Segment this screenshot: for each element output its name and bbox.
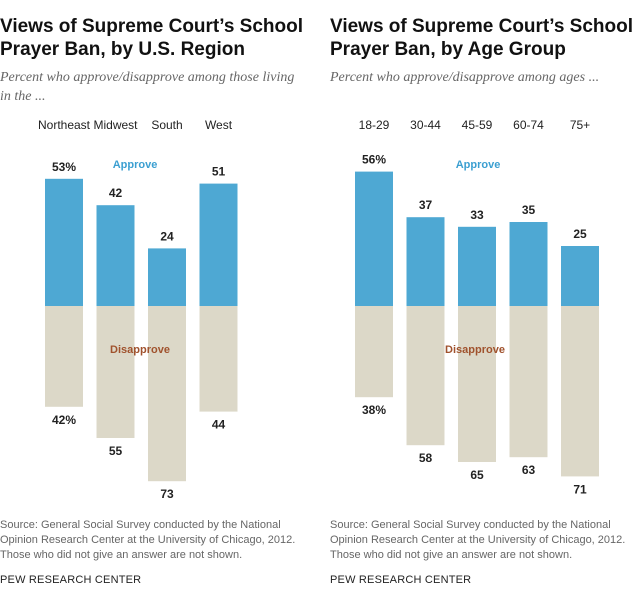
category-label: 30-44 (410, 118, 441, 132)
category-label: 60-74 (513, 118, 544, 132)
disapprove-bar (45, 306, 83, 407)
disapprove-bar (406, 306, 445, 446)
approve-series-label: Approve (456, 159, 501, 171)
region-chart-panel: Views of Supreme Court’s School Prayer B… (0, 0, 310, 606)
org-credit: PEW RESEARCH CENTER (0, 574, 142, 586)
org-credit: PEW RESEARCH CENTER (330, 574, 472, 586)
chart-title: Views of Supreme Court’s School Prayer B… (330, 16, 634, 60)
approve-value-label: 37 (419, 198, 433, 212)
source-note: Source: General Social Survey conducted … (0, 519, 296, 561)
approve-bar (96, 205, 135, 306)
approve-value-label: 24 (160, 229, 174, 243)
category-label: 18-29 (359, 118, 390, 132)
disapprove-bar (96, 306, 135, 438)
disapprove-bar (148, 306, 186, 482)
approve-series-label: Approve (113, 159, 158, 171)
disapprove-value-label: 38% (362, 403, 386, 417)
age-chart-panel: Views of Supreme Court’s School Prayer B… (330, 0, 640, 606)
approve-bar (458, 226, 496, 306)
disapprove-series-label: Disapprove (445, 344, 505, 356)
disapprove-value-label: 44 (212, 418, 226, 432)
approve-value-label: 35 (522, 203, 536, 217)
category-label: 45-59 (462, 118, 493, 132)
category-label: West (205, 118, 233, 132)
region-bar-chart: Northeast 53% 42% Midwest 42 55 South 24 73 West 5… (38, 118, 238, 501)
disapprove-value-label: 71 (573, 482, 587, 496)
chart-title: Views of Supreme Court’s School Prayer B… (0, 16, 304, 60)
disapprove-bar (199, 306, 238, 412)
approve-value-label: 25 (573, 227, 587, 241)
disapprove-value-label: 63 (522, 463, 536, 477)
category-label: South (151, 118, 182, 132)
approve-bar (355, 171, 393, 306)
disapprove-bar (355, 306, 393, 398)
chart-subtitle: Percent who approve/disapprove among age… (330, 70, 600, 85)
source-note: Source: General Social Survey conducted … (330, 519, 626, 561)
category-label: 75+ (570, 118, 590, 132)
approve-value-label: 42 (109, 186, 123, 200)
approve-bar (406, 217, 445, 306)
disapprove-value-label: 55 (109, 444, 123, 458)
disapprove-value-label: 42% (52, 413, 76, 427)
approve-bar (45, 178, 83, 306)
approve-bar (561, 246, 599, 306)
approve-bar (148, 248, 186, 306)
category-label: Midwest (93, 118, 138, 132)
disapprove-value-label: 58 (419, 451, 433, 465)
age-bar-chart: 18-29 56% 38% 30-44 37 58 45-59 33 65 60-74 35 63 75… (355, 118, 599, 496)
approve-bar (509, 222, 548, 306)
category-label: Northeast (38, 118, 91, 132)
approve-value-label: 33 (470, 208, 484, 222)
chart-subtitle: Percent who approve/disapprove among tho… (0, 70, 295, 104)
disapprove-value-label: 73 (160, 487, 174, 501)
approve-value-label: 51 (212, 165, 226, 179)
approve-bar (199, 183, 238, 306)
disapprove-bar (509, 306, 548, 458)
disapprove-bar (458, 306, 496, 462)
approve-value-label: 56% (362, 153, 386, 167)
disapprove-bar (561, 306, 599, 477)
approve-value-label: 53% (52, 160, 76, 174)
disapprove-value-label: 65 (470, 468, 484, 482)
disapprove-series-label: Disapprove (110, 344, 170, 356)
